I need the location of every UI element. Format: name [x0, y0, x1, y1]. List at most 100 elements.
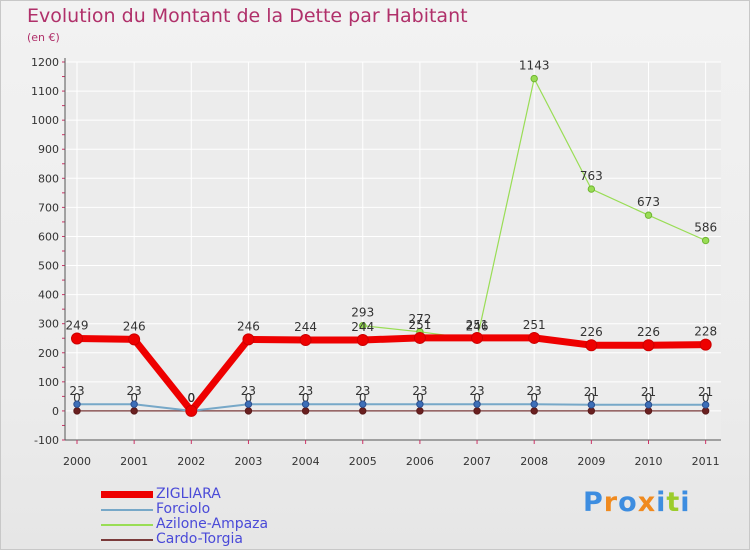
logo-letter: o [618, 487, 638, 518]
legend-item-azilone-ampaza: Azilone-Ampaza [101, 517, 268, 532]
data-point-azilone [359, 322, 367, 330]
y-tick-label: 1200 [31, 56, 59, 69]
proxiti-logo: Proxiti [583, 487, 691, 518]
data-label-zigliara: 244 [294, 320, 317, 334]
data-label-forciolo: 23 [127, 384, 142, 398]
y-tick-label: 500 [38, 260, 59, 273]
data-label-zigliara: 244 [351, 320, 374, 334]
data-point-cardo [244, 407, 253, 415]
y-tick-label: 800 [38, 172, 59, 185]
chart-title: Evolution du Montant de la Dette par Hab… [27, 5, 468, 27]
chart-legend: ZIGLIARA Forciolo Azilone-Ampaza Cardo-T… [101, 487, 268, 547]
data-point-forciolo [73, 400, 81, 408]
chart-unit-label: (en €) [27, 31, 60, 44]
legend-item-cardo-torgia: Cardo-Torgia [101, 532, 268, 547]
data-point-zigliara [528, 331, 541, 344]
data-label-cardo: 0 [187, 391, 195, 405]
data-label-zigliara: 226 [637, 325, 660, 339]
logo-letter: i [656, 487, 667, 518]
y-tick-label: 300 [38, 318, 59, 331]
x-tick-label: 2000 [63, 455, 91, 468]
data-point-cardo [530, 407, 538, 415]
y-tick-label: 400 [38, 289, 59, 302]
data-point-forciolo [416, 400, 424, 408]
x-tick-label: 2007 [463, 455, 491, 468]
data-label-zigliara: 246 [237, 319, 260, 333]
data-label-zigliara: 228 [694, 325, 717, 339]
data-label-azilone: 246 [466, 319, 489, 333]
x-tick-label: 2008 [520, 455, 548, 468]
y-tick-label: 700 [38, 201, 59, 214]
data-point-azilone [644, 211, 653, 219]
data-label-zigliara: 251 [408, 318, 431, 332]
plot-area [65, 62, 721, 440]
data-label-forciolo: 23 [69, 384, 84, 398]
data-label-cardo: 0 [530, 391, 538, 405]
x-tick-label: 2001 [120, 455, 148, 468]
data-label-forciolo: 0 [187, 391, 195, 405]
y-tick-label: 200 [38, 347, 59, 360]
data-point-forciolo [301, 400, 310, 408]
data-label-cardo: 0 [130, 391, 138, 405]
data-point-cardo [473, 407, 481, 415]
data-point-forciolo [644, 401, 653, 409]
data-label-zigliara: 251 [523, 318, 546, 332]
legend-swatch-azilone-ampaza [101, 523, 153, 526]
data-label-zigliara: 249 [66, 319, 89, 333]
data-point-zigliara [356, 333, 369, 346]
data-point-forciolo [473, 400, 481, 408]
logo-letter: P [583, 487, 604, 518]
data-point-zigliara [242, 333, 255, 346]
x-tick-label: 2006 [406, 455, 434, 468]
data-point-cardo [416, 407, 424, 415]
y-tick-label: 1000 [31, 114, 59, 127]
y-tick-label: 900 [38, 143, 59, 156]
series-line-zigliara [73, 334, 710, 415]
data-point-zigliara [585, 339, 598, 352]
x-tick-label: 2009 [577, 455, 605, 468]
logo-letter: i [680, 487, 691, 518]
data-point-forciolo [359, 400, 367, 408]
x-tick-label: 2010 [635, 455, 663, 468]
data-label-forciolo: 23 [527, 384, 542, 398]
data-point-forciolo [244, 400, 253, 408]
x-tick-label: 2002 [177, 455, 205, 468]
data-label-forciolo: 23 [298, 384, 313, 398]
data-label-azilone: 763 [580, 169, 603, 183]
legend-swatch-forciolo [101, 508, 153, 511]
data-label-cardo: 0 [473, 391, 481, 405]
data-label-cardo: 0 [359, 391, 367, 405]
data-label-zigliara: 0 [187, 391, 195, 405]
data-point-cardo [359, 407, 367, 415]
logo-letter: x [637, 487, 657, 518]
x-tick-label: 2011 [692, 455, 720, 468]
data-label-azilone: 1143 [519, 59, 550, 73]
data-label-forciolo: 23 [241, 384, 256, 398]
y-tick-label: 0 [52, 405, 59, 418]
data-label-forciolo: 23 [355, 384, 370, 398]
data-label-azilone: 673 [637, 195, 660, 209]
y-tick-label: 100 [38, 376, 59, 389]
data-point-zigliara [642, 339, 655, 352]
data-point-zigliara [128, 333, 141, 346]
x-tick-label: 2003 [234, 455, 262, 468]
y-tick-label: 1100 [31, 85, 59, 98]
data-label-zigliara: 226 [580, 325, 603, 339]
legend-label: ZIGLIARA [156, 486, 221, 502]
legend-item-zigliara: ZIGLIARA [101, 487, 268, 502]
data-point-cardo [73, 407, 81, 415]
legend-label: Azilone-Ampaza [156, 516, 269, 532]
data-label-cardo: 0 [416, 391, 424, 405]
data-label-azilone: 293 [351, 306, 374, 320]
data-point-zigliara [413, 331, 426, 344]
data-point-cardo [130, 407, 138, 415]
data-point-zigliara [299, 333, 312, 346]
data-label-zigliara: 246 [123, 319, 146, 333]
data-point-zigliara [471, 331, 484, 344]
data-point-zigliara [699, 338, 712, 351]
y-tick-label: 600 [38, 230, 59, 243]
data-point-azilone [587, 185, 596, 193]
data-point-forciolo [130, 400, 138, 408]
legend-label: Cardo-Torgia [156, 531, 243, 547]
